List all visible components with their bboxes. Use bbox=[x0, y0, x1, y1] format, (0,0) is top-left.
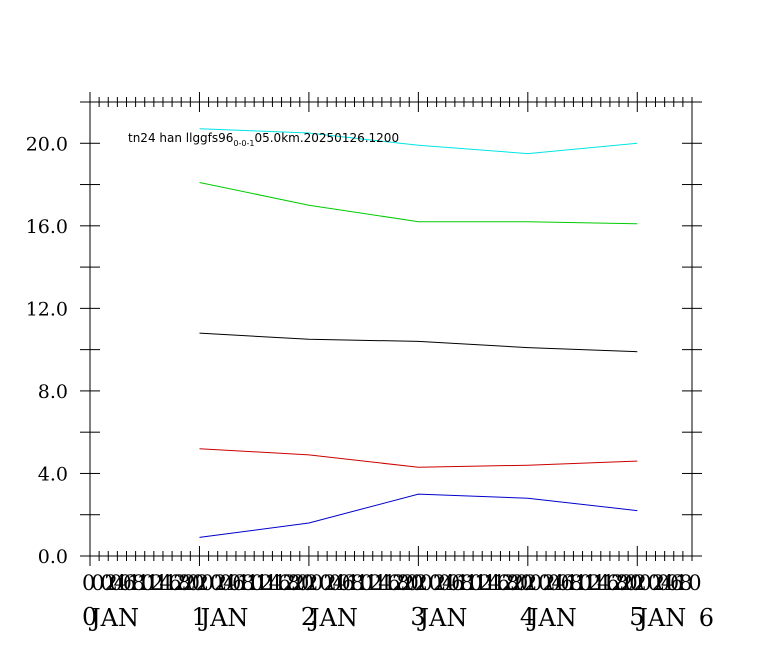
x-hour-label: 14 bbox=[584, 571, 611, 595]
x-hour-label: 18 bbox=[492, 571, 519, 595]
x-hour-label: 22 bbox=[620, 571, 647, 595]
x-hour-label: 20 bbox=[502, 571, 529, 595]
series-line-4 bbox=[199, 448, 638, 468]
x-day-label: 4 bbox=[520, 603, 535, 631]
x-hour-label: 22 bbox=[511, 571, 538, 595]
x-day-label: 1 bbox=[191, 603, 206, 631]
x-month-label: JAN bbox=[416, 604, 467, 632]
x-hour-label: 16 bbox=[593, 571, 620, 595]
series-layer bbox=[199, 128, 638, 538]
x-hour-label: 10 bbox=[237, 571, 264, 595]
x-hour-label: 14 bbox=[146, 571, 173, 595]
x-hour-label: 04 bbox=[100, 571, 127, 595]
x-hour-label: 04 bbox=[210, 571, 237, 595]
x-hour-label: 18 bbox=[602, 571, 629, 595]
x-hour-label: 22 bbox=[401, 571, 428, 595]
y-tick-label: 0.0 bbox=[38, 546, 68, 568]
x-month-label: JAN bbox=[88, 604, 139, 632]
x-hour-label: 14 bbox=[365, 571, 392, 595]
x-hour-label: 0 bbox=[301, 571, 314, 595]
x-hour-label: 0 bbox=[629, 571, 642, 595]
axes bbox=[80, 92, 702, 566]
x-hour-label: 16 bbox=[264, 571, 291, 595]
x-hour-label: 08 bbox=[447, 571, 474, 595]
x-hour-label: 16 bbox=[483, 571, 510, 595]
x-hour-label: 12 bbox=[465, 571, 492, 595]
x-hour-label: 08 bbox=[118, 571, 145, 595]
x-hour-label: 20 bbox=[392, 571, 419, 595]
x-hour-label: 04 bbox=[538, 571, 565, 595]
x-hour-label: 10 bbox=[347, 571, 374, 595]
x-hour-label: 14 bbox=[474, 571, 501, 595]
x-hour-label: 06 bbox=[547, 571, 574, 595]
x-hour-label: 08 bbox=[228, 571, 255, 595]
x-hour-label: 06 bbox=[438, 571, 465, 595]
x-hour-label: 06 bbox=[109, 571, 136, 595]
x-hour-label: 06 bbox=[657, 571, 684, 595]
x-day-label: 5 bbox=[629, 603, 644, 631]
y-tick-label: 12.0 bbox=[26, 298, 68, 320]
x-hour-label: 18 bbox=[274, 571, 301, 595]
x-hour-label: 0 bbox=[191, 571, 204, 595]
x-hour-label: 14 bbox=[255, 571, 282, 595]
x-hour-label: 12 bbox=[137, 571, 164, 595]
x-month-label: JAN bbox=[526, 604, 577, 632]
x-hour-label: 08 bbox=[337, 571, 364, 595]
x-hour-label: 12 bbox=[356, 571, 383, 595]
x-hour-label: 22 bbox=[182, 571, 209, 595]
x-hour-label: 02 bbox=[310, 571, 337, 595]
x-hour-label: 02 bbox=[201, 571, 228, 595]
x-day-label: 0 bbox=[82, 603, 97, 631]
x-day-label: 3 bbox=[410, 603, 425, 631]
x-hour-label: 18 bbox=[383, 571, 410, 595]
y-tick-label: 8.0 bbox=[38, 381, 68, 403]
x-hour-label: 02 bbox=[91, 571, 118, 595]
series-line-5 bbox=[199, 493, 638, 538]
x-hour-label: 10 bbox=[456, 571, 483, 595]
x-hour-label: 04 bbox=[648, 571, 675, 595]
x-hour-label: 20 bbox=[283, 571, 310, 595]
x-hour-label: 20 bbox=[173, 571, 200, 595]
x-hour-label: 10 bbox=[128, 571, 155, 595]
x-hour-label: 12 bbox=[575, 571, 602, 595]
x-hour-label: 02 bbox=[529, 571, 556, 595]
x-month-label: 6 bbox=[699, 604, 714, 632]
x-month-label: JAN bbox=[635, 604, 686, 632]
x-month-label: JAN bbox=[197, 604, 248, 632]
plot-frame bbox=[89, 101, 693, 557]
x-hour-label: 16 bbox=[155, 571, 182, 595]
x-hour-label: 10 bbox=[675, 571, 702, 595]
x-hour-label: 22 bbox=[292, 571, 319, 595]
series-line-3 bbox=[199, 332, 638, 353]
x-hour-label: 06 bbox=[328, 571, 355, 595]
chart-annotation: tn24 han llggfs960-0-105.0km.20250126.12… bbox=[128, 131, 399, 148]
x-hour-label: 08 bbox=[556, 571, 583, 595]
x-hour-label: 18 bbox=[164, 571, 191, 595]
tick-labels: 0.04.08.012.016.020.00020406081012141618… bbox=[26, 133, 714, 632]
x-hour-label: 16 bbox=[374, 571, 401, 595]
y-tick-label: 20.0 bbox=[26, 133, 68, 155]
x-hour-label: 04 bbox=[319, 571, 346, 595]
x-hour-label: 06 bbox=[219, 571, 246, 595]
x-month-label: JAN bbox=[307, 604, 358, 632]
x-hour-label: 0 bbox=[82, 571, 95, 595]
y-tick-label: 16.0 bbox=[26, 216, 68, 238]
series-line-2 bbox=[199, 182, 638, 225]
x-hour-label: 02 bbox=[638, 571, 665, 595]
x-hour-label: 0 bbox=[520, 571, 533, 595]
x-day-label: 2 bbox=[301, 603, 316, 631]
x-hour-label: 08 bbox=[666, 571, 693, 595]
x-hour-label: 10 bbox=[565, 571, 592, 595]
x-hour-label: 04 bbox=[429, 571, 456, 595]
x-hour-label: 0 bbox=[410, 571, 423, 595]
x-hour-label: 12 bbox=[246, 571, 273, 595]
x-hour-label: 02 bbox=[419, 571, 446, 595]
series-line-1 bbox=[199, 128, 638, 155]
y-tick-label: 4.0 bbox=[38, 463, 68, 485]
x-hour-label: 20 bbox=[611, 571, 638, 595]
